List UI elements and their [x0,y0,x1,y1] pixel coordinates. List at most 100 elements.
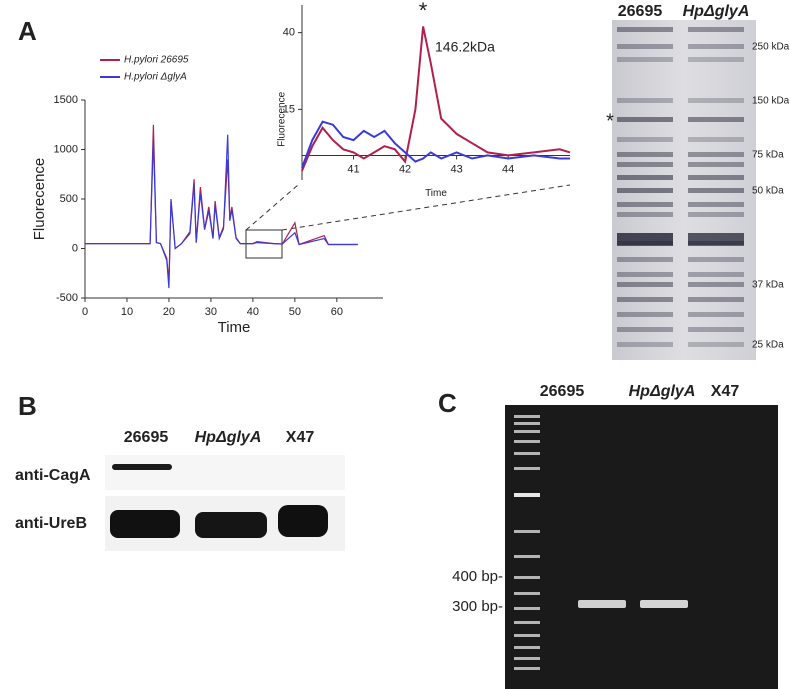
lane-label: 26695 [618,3,663,20]
size-label: 300 bp- [452,598,503,615]
gel-band [688,117,744,122]
gel-band [617,312,673,317]
gel-band [617,98,673,103]
blot [105,455,345,490]
x-tick-label: 40 [247,306,259,318]
ladder-band [514,657,540,660]
ladder-band [514,422,540,425]
ladder-band [514,440,540,443]
x-tick-label: 60 [331,306,343,318]
gel-band [617,188,673,193]
gel-band [617,272,673,277]
ladder-band [514,430,540,433]
y-tick-label: 15 [283,103,295,115]
gel-bands [617,27,744,347]
lane-label: X47 [711,383,740,400]
gel-band [617,282,673,287]
size-label: 37 kDa [752,280,784,291]
gel-band [688,162,744,167]
y-tick-label: 0 [72,242,78,254]
line-series [85,124,358,284]
gel-band [688,241,744,246]
lane-label: HpΔglyA [629,383,696,400]
ladder-band [514,646,540,649]
ladder-band [514,415,540,418]
x-tick-label: 42 [399,163,411,175]
x-axis-title: Time [425,188,447,199]
line-series [85,134,358,289]
x-tick-label: 10 [121,306,133,318]
gel-band [688,212,744,217]
ladder-band [514,576,540,579]
annotation: 146.2kDa [435,39,495,55]
blot-band [110,510,180,538]
blot-band [112,464,172,470]
ladder-band [514,467,540,470]
size-label: 150 kDa [752,96,790,107]
gel-band [617,257,673,262]
y-tick-label: 1500 [54,94,78,106]
y-axis-title: Fluorecence [277,91,288,146]
gel-band [688,342,744,347]
gel-band [688,188,744,193]
gel-band [617,162,673,167]
gel-band [688,297,744,302]
lane-label: HpΔglyA [683,3,750,20]
y-tick-label: 500 [60,193,78,205]
panel-label: C [438,388,457,418]
gel-band [578,600,626,608]
gel-band [640,600,688,608]
zoom-line [281,184,571,231]
size-label: 50 kDa [752,186,784,197]
asterisk: * [606,110,614,132]
zoom-line [245,184,299,231]
lane-label: X47 [286,429,315,446]
gel-band [617,297,673,302]
x-tick-label: 43 [450,163,462,175]
gel-band [617,137,673,142]
ladder-band [514,607,540,610]
gel-band [688,152,744,157]
x-axis-title: Time [218,319,251,336]
gel-band [688,312,744,317]
gel-band [617,175,673,180]
ladder-band [514,493,540,497]
gel-band [688,202,744,207]
gel-band [617,212,673,217]
y-tick-label: 40 [283,27,295,39]
gel-band [617,27,673,32]
x-tick-label: 50 [289,306,301,318]
x-tick-label: 30 [205,306,217,318]
gel-band [688,257,744,262]
gel-band [617,327,673,332]
gel-band [617,44,673,49]
size-label: 75 kDa [752,150,784,161]
ladder-band [514,634,540,637]
gel-band [688,57,744,62]
y-tick-label: 1000 [54,143,78,155]
y-tick-label: -500 [56,292,78,304]
x-tick-label: 41 [347,163,359,175]
gel-band [617,57,673,62]
ladder-band [514,621,540,624]
panel-label: B [18,391,37,421]
line-series [301,120,570,169]
legend-label: H.pylori 26695 [124,55,189,66]
gel-band [617,117,673,122]
x-tick-label: 44 [502,163,514,175]
ladder-band [514,530,540,533]
ladder-band [514,667,540,670]
gel-band [688,98,744,103]
gel-band [688,27,744,32]
size-label: 400 bp- [452,568,503,585]
gel-band [688,272,744,277]
size-label: 25 kDa [752,340,784,351]
gel-band [617,241,673,246]
lane-label: 26695 [124,429,169,446]
legend-label: H.pylori ΔglyA [124,72,187,83]
row-label: anti-UreB [15,515,87,532]
line-series [301,26,571,172]
ladder-band [514,555,540,558]
blot-band [278,505,328,537]
